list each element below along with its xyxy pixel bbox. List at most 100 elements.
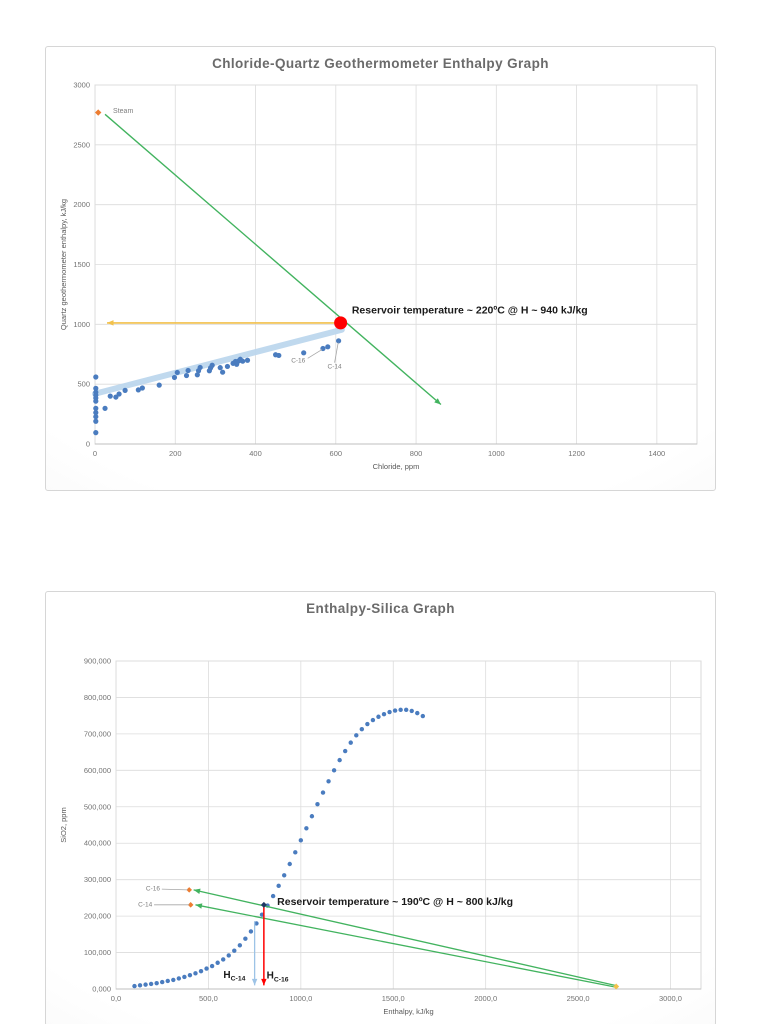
silica-solubility-curve [198, 968, 204, 974]
silica-solubility-curve [254, 921, 259, 926]
y-tick-label: 0 [86, 440, 90, 449]
silica-solubility-curve [365, 721, 370, 727]
silica-solubility-curve [420, 713, 426, 719]
reservoir-annotation: Reservoir temperature ~ 220ºC @ H ~ 940 … [352, 305, 588, 317]
silica-solubility-curve [226, 953, 231, 958]
steam-mixing-line-arrowhead [434, 398, 441, 405]
chloride-quartz-chart-panel: 0 200 400 600 800 1000 1200 1400 0 500 1000 1500 200… [45, 46, 716, 491]
well-data-points [185, 367, 191, 374]
well-data-points [139, 385, 145, 391]
silica-solubility-curve [270, 893, 276, 899]
x-tick-label: 0,0 [111, 994, 121, 1003]
well-data-points [336, 338, 342, 344]
h-c14-dropline-arrowhead [251, 978, 258, 986]
well-data-points [107, 393, 113, 399]
x-tick-label: 1200 [568, 449, 585, 458]
silica-solubility-curve [276, 883, 281, 889]
silica-solubility-curve [187, 972, 193, 978]
silica-solubility-curve [237, 943, 243, 948]
c14-mixing-line-arrowhead [195, 903, 203, 909]
x-axis-title: Chloride, ppm [373, 462, 420, 471]
well-data-points [220, 369, 226, 375]
y-tick-label: 900,000 [84, 657, 111, 666]
silica-solubility-curve [409, 708, 414, 714]
y-tick-label: 500 [77, 380, 90, 389]
c16-line-label: C-16 [146, 886, 160, 893]
chart-title-chloride-quartz: Chloride-Quartz Geothermometer Enthalpy … [212, 56, 549, 71]
y-tick-label: 300,000 [84, 875, 111, 884]
plot-area [115, 660, 702, 990]
y-tick-label: 3000 [73, 81, 90, 90]
y-tick-label: 200,000 [84, 912, 111, 921]
well-data-points [197, 364, 203, 371]
well-data-points [174, 369, 180, 376]
well-data-points [93, 430, 99, 436]
x-tick-label: 400 [249, 449, 262, 458]
silica-solubility-curve [281, 873, 287, 878]
silica-solubility-curve [304, 826, 309, 831]
y-axis-title: Quartz geothermometer enthalpy, kJ/kg [59, 199, 68, 330]
y-tick-label: 500,000 [84, 802, 111, 811]
silica-solubility-curve [403, 707, 409, 713]
silica-solubility-curve [176, 976, 182, 981]
silica-solubility-curve [204, 966, 209, 971]
reservoir-point [334, 316, 348, 330]
y-axis-title: SiO2, ppm [59, 807, 68, 842]
h-c16-dropline-arrowhead [261, 978, 267, 986]
silica-solubility-curve [415, 710, 420, 716]
chloride-quartz-chart: 0 200 400 600 800 1000 1200 1400 0 500 1000 1500 200… [59, 81, 698, 471]
silica-solubility-curve [387, 709, 392, 715]
steam-point [95, 109, 102, 116]
silica-solubility-curve [154, 980, 159, 986]
c16-point-label: C-16 [291, 358, 305, 365]
silica-solubility-curve [221, 957, 226, 962]
silica-solubility-curve [331, 768, 337, 773]
well-data-points [113, 394, 119, 400]
c16-mixing-line-arrowhead [193, 888, 201, 894]
h-c14-label: HC-14 [223, 970, 245, 983]
c14-marker [187, 902, 194, 908]
well-data-points [93, 389, 99, 395]
y-tick-label: 800,000 [84, 693, 111, 702]
silica-solubility-curve [315, 802, 320, 807]
c14-line-label: C-14 [138, 902, 152, 909]
x-tick-label: 1400 [649, 449, 666, 458]
silica-solubility-curve [398, 707, 403, 713]
lines-convergence-marker [613, 983, 620, 990]
well-data-points [93, 374, 99, 380]
y-tick-label: 400,000 [84, 839, 111, 848]
silica-solubility-curve [342, 748, 348, 754]
x-axis-title: Enthalpy, kJ/kg [383, 1007, 433, 1016]
x-tick-label: 600 [330, 449, 343, 458]
enthalpy-projection-arrow-arrowhead [107, 320, 114, 326]
steam-mixing-line [104, 113, 442, 406]
well-data-points [93, 405, 99, 411]
well-data-points [240, 358, 246, 364]
well-data-points [171, 374, 178, 381]
x-tick-label: 1500,0 [382, 994, 405, 1003]
y-tick-label: 1500 [73, 260, 90, 269]
silica-solubility-curve [381, 712, 387, 717]
silica-solubility-curve [132, 983, 137, 989]
well-data-points [135, 387, 141, 393]
silica-solubility-curve [148, 981, 154, 987]
y-tick-label: 100,000 [84, 948, 111, 957]
silica-solubility-curve [248, 929, 254, 934]
c14-point-label: C-14 [328, 364, 342, 371]
steam-label: Steam [113, 108, 133, 115]
c14-mixing-line [195, 904, 618, 989]
leader-line [307, 349, 323, 359]
silica-solubility-curve [209, 963, 215, 969]
well-data-points [93, 414, 99, 420]
silica-solubility-curve [171, 977, 176, 983]
silica-solubility-curve [293, 850, 298, 855]
silica-solubility-curve [309, 814, 315, 819]
mixing-trend-band [92, 326, 345, 397]
well-data-points [194, 372, 200, 378]
silica-solubility-curve [298, 838, 304, 843]
silica-solubility-curve [370, 717, 376, 723]
silica-solubility-curve [320, 790, 326, 795]
well-data-points [122, 387, 128, 393]
x-tick-label: 1000 [488, 449, 505, 458]
